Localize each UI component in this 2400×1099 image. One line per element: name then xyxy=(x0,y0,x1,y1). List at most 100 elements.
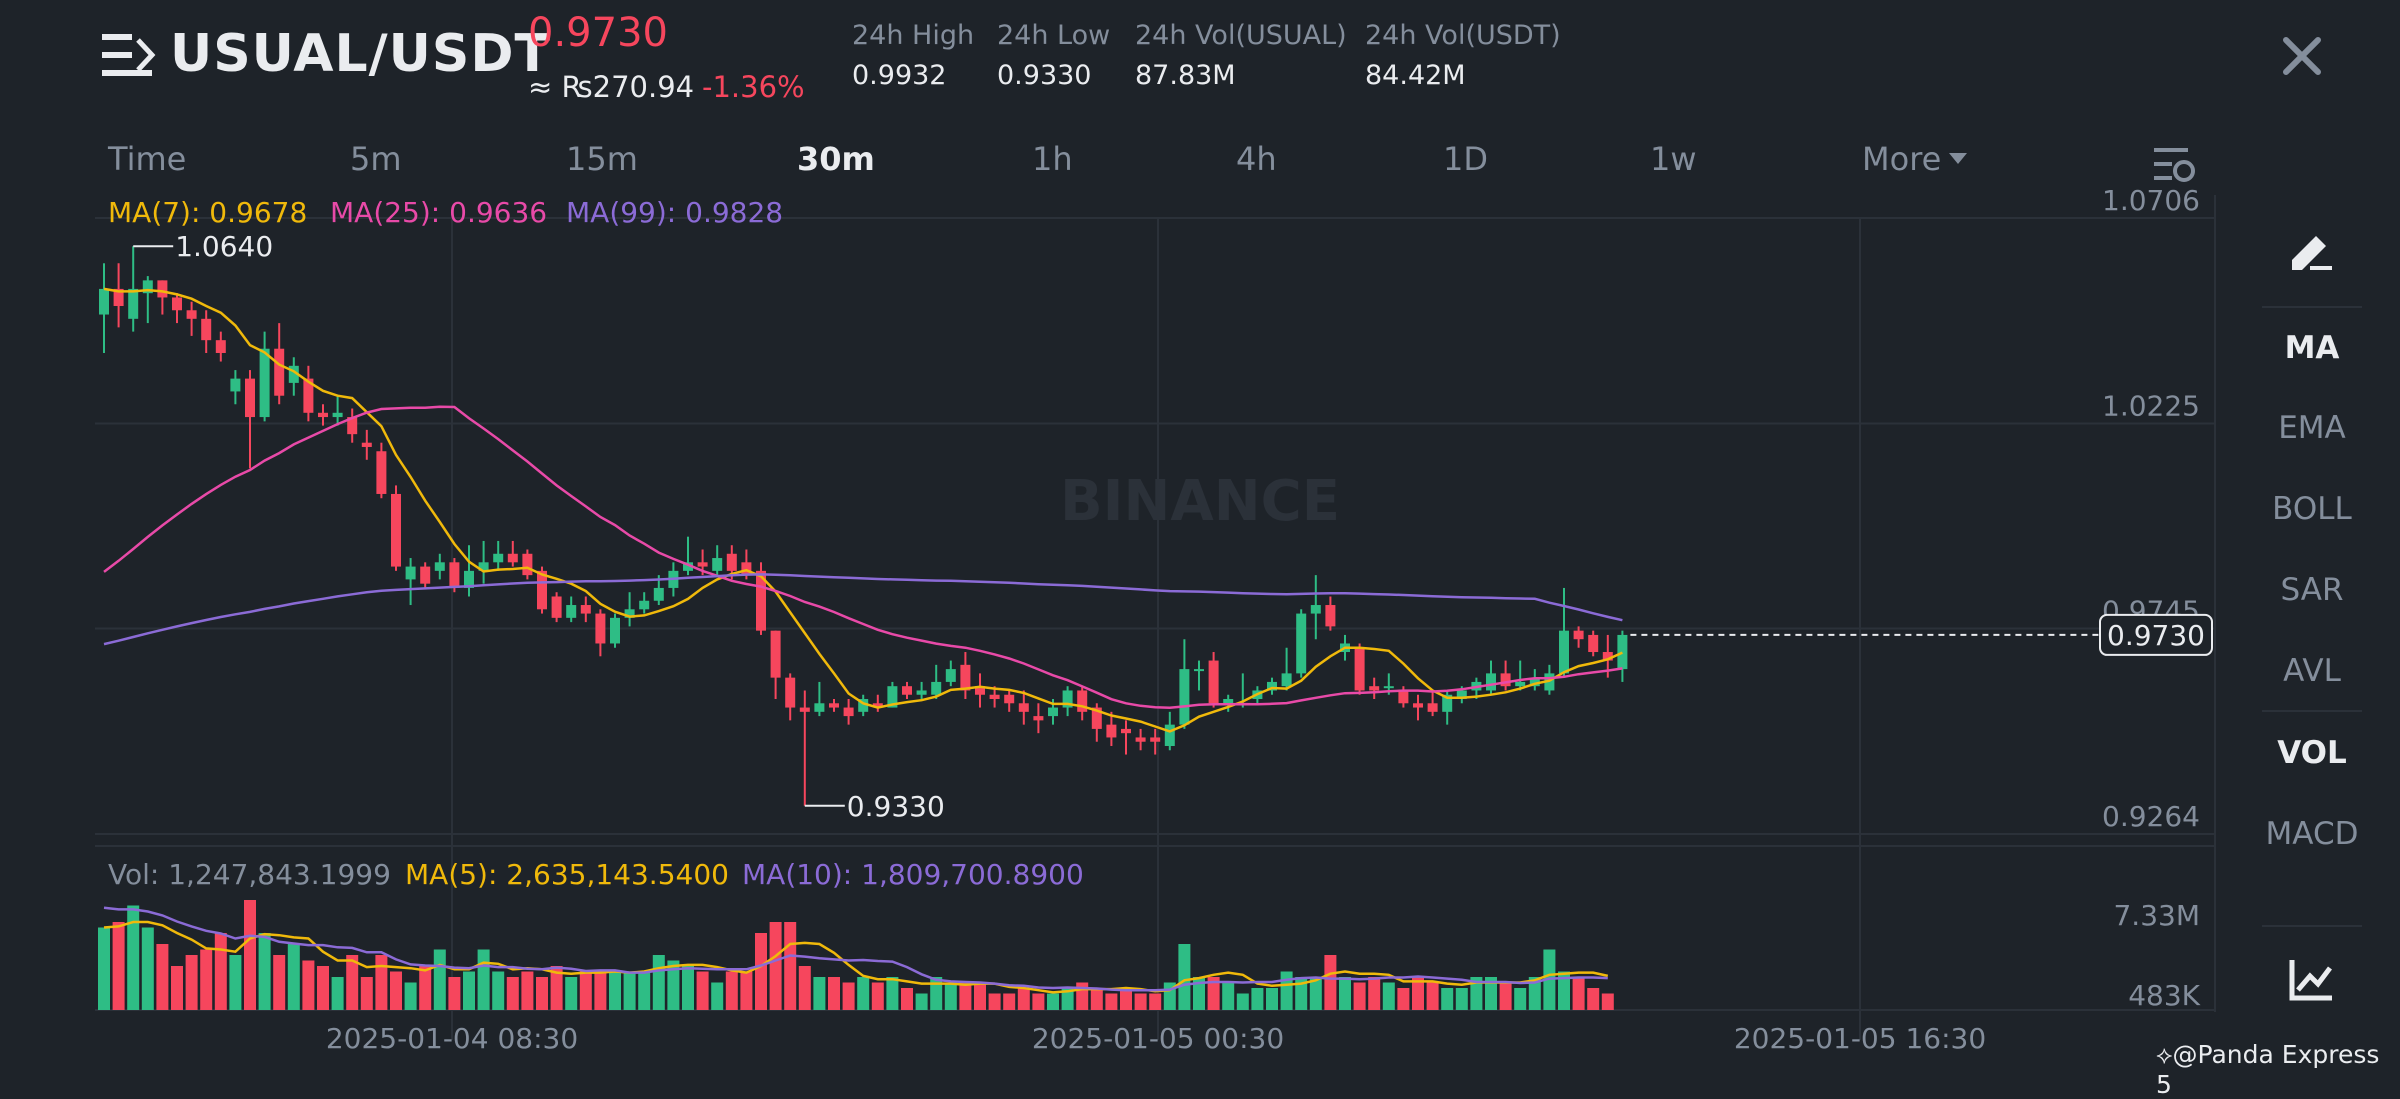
volume-bar xyxy=(930,977,943,1010)
candle xyxy=(624,609,635,618)
volume-bar xyxy=(1280,971,1293,1010)
candle xyxy=(858,699,869,712)
volume-bar xyxy=(448,977,461,1010)
ma99-readout: MA(99): 0.9828 xyxy=(566,196,784,229)
candle xyxy=(1033,716,1044,721)
candle xyxy=(1208,660,1219,704)
volume-bar xyxy=(769,922,782,1010)
toolbar-divider xyxy=(2262,710,2362,712)
menu-icon[interactable] xyxy=(100,30,156,80)
volume-bar xyxy=(1558,971,1570,1010)
volume-tick-label: 7.33M xyxy=(2113,899,2200,932)
volume-bar xyxy=(112,922,125,1010)
candle xyxy=(887,686,898,708)
volume-bar xyxy=(521,971,534,1010)
candle xyxy=(1559,630,1569,674)
volume-bar xyxy=(1193,977,1205,1010)
candle xyxy=(318,412,328,418)
volume-bar xyxy=(1236,993,1249,1010)
volume-bar xyxy=(609,971,621,1010)
diamond-icon: ⟡ xyxy=(2156,1040,2173,1069)
volume-bar xyxy=(638,971,651,1010)
candle xyxy=(741,562,752,576)
candle xyxy=(1164,724,1175,746)
chart-type-icon[interactable] xyxy=(2288,958,2334,1002)
toolbar-macd[interactable]: MACD xyxy=(2265,816,2359,852)
volume-bar xyxy=(404,982,417,1010)
volume-bar xyxy=(185,955,198,1010)
volume-bar xyxy=(1003,993,1016,1010)
candle xyxy=(975,686,985,695)
tab-time[interactable]: Time xyxy=(108,140,187,178)
volume-bar xyxy=(594,971,607,1010)
tab-4h[interactable]: 4h xyxy=(1236,140,1277,178)
volume-bar xyxy=(696,971,709,1010)
volume-bar xyxy=(1412,977,1424,1010)
candle xyxy=(1121,728,1131,734)
candle xyxy=(113,288,124,306)
volume-bar xyxy=(1266,988,1278,1010)
volume-bar xyxy=(1251,988,1264,1010)
pair-title[interactable]: USUAL/USDT xyxy=(170,24,551,84)
volume-bar xyxy=(682,966,694,1010)
tab-1w[interactable]: 1w xyxy=(1650,140,1697,178)
tab-1h[interactable]: 1h xyxy=(1032,140,1073,178)
candle xyxy=(756,570,766,631)
tab-30m[interactable]: 30m xyxy=(797,140,875,178)
candle xyxy=(1018,703,1029,712)
volume-bar xyxy=(214,933,227,1010)
volume-bar xyxy=(1455,988,1468,1010)
candle xyxy=(376,451,387,494)
candle xyxy=(288,365,299,383)
candle xyxy=(1413,703,1423,708)
toolbar-avl[interactable]: AVL xyxy=(2283,653,2341,689)
volume-bar xyxy=(711,982,724,1010)
tab-5m[interactable]: 5m xyxy=(350,140,402,178)
toolbar-boll[interactable]: BOLL xyxy=(2272,491,2352,527)
volume-bar xyxy=(127,905,140,1010)
close-icon[interactable] xyxy=(2272,26,2332,86)
candle xyxy=(1150,737,1161,742)
candle xyxy=(1267,681,1277,691)
tab-15m[interactable]: 15m xyxy=(566,140,638,178)
credit-watermark: ⟡@Panda Express 5 xyxy=(2156,1040,2380,1099)
high-marker-label: 1.0640 xyxy=(175,230,273,263)
tab-more[interactable]: More xyxy=(1862,140,1942,178)
candle xyxy=(420,566,431,584)
candle xyxy=(128,288,139,319)
candle xyxy=(960,664,971,691)
chart-settings-icon[interactable] xyxy=(2150,142,2198,186)
current-price-tag xyxy=(2099,613,2213,656)
toolbar-ma[interactable]: MA xyxy=(2284,330,2340,366)
volume-bar xyxy=(200,949,213,1010)
volume-bar xyxy=(1105,993,1118,1010)
candle xyxy=(230,378,241,392)
candle xyxy=(1091,707,1102,729)
draw-tool-icon[interactable] xyxy=(2286,228,2336,272)
toolbar-ema[interactable]: EMA xyxy=(2278,410,2346,446)
stat-24h-low-value: 0.9330 xyxy=(997,60,1092,91)
volume-bar xyxy=(667,960,680,1010)
caret-down-icon[interactable] xyxy=(1948,152,1968,166)
toolbar-sar[interactable]: SAR xyxy=(2280,572,2344,608)
volume-bar xyxy=(1047,993,1059,1010)
candle xyxy=(712,558,723,571)
volume-bar xyxy=(828,977,840,1010)
volume-bar xyxy=(1017,988,1030,1010)
volume-bar xyxy=(740,971,753,1010)
candle xyxy=(683,562,693,571)
price-tick-label: 1.0706 xyxy=(2102,184,2200,217)
stat-24h-vol-base-value: 87.83M xyxy=(1135,60,1236,91)
volume-bar xyxy=(1426,982,1439,1010)
volume-bar xyxy=(536,977,548,1010)
volume-bar xyxy=(506,977,519,1010)
volume-bar xyxy=(463,971,475,1010)
tab-1d[interactable]: 1D xyxy=(1443,140,1488,178)
toolbar-vol[interactable]: VOL xyxy=(2277,735,2347,771)
volume-bar xyxy=(433,949,446,1010)
volume-bar xyxy=(842,982,855,1010)
volume-bar xyxy=(623,971,636,1010)
candle xyxy=(580,605,591,614)
candle xyxy=(566,605,577,618)
